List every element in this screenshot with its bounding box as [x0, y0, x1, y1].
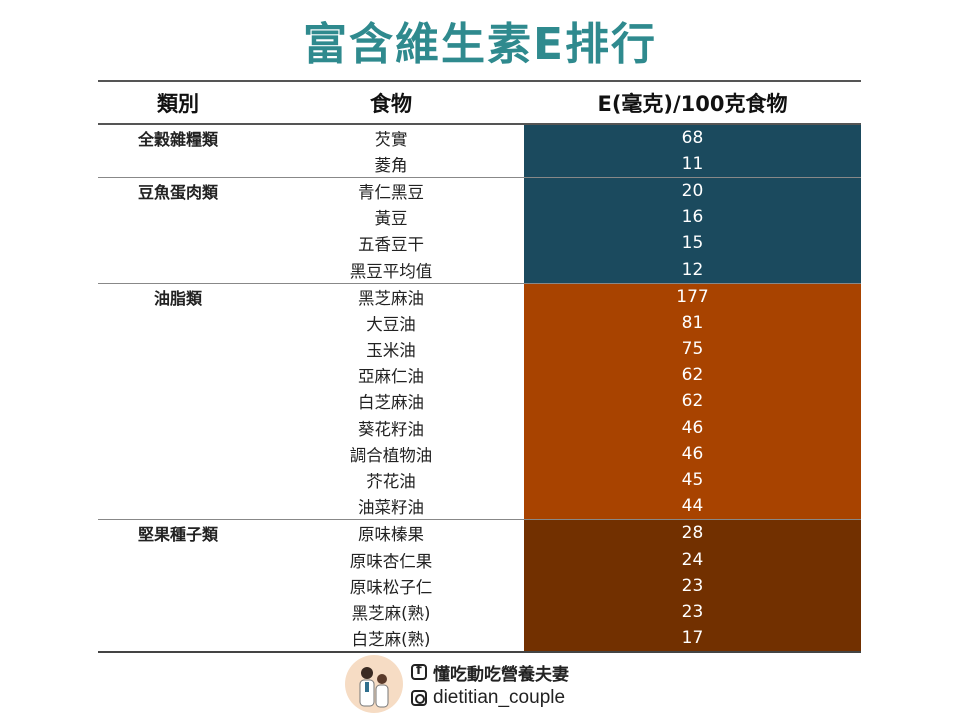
facebook-name: 懂吃動吃營養夫妻 [433, 664, 569, 685]
food-cell: 油菜籽油 [358, 498, 424, 518]
value-cell: 23 [524, 572, 861, 599]
food-cell: 黑豆平均值 [349, 261, 433, 281]
value-cell: 11 [524, 150, 861, 177]
value-cell: 62 [524, 388, 861, 415]
food-cell: 調合植物油 [349, 445, 433, 465]
header-food: 食物 [370, 91, 412, 116]
food-cell: 芡實 [374, 129, 408, 149]
table-row: 白芝麻油 62 [98, 388, 861, 415]
table-row: 全穀雜糧類 芡實 68 [98, 124, 861, 151]
vitamin-e-table: 類別 食物 E(毫克)/100克食物 全穀雜糧類 芡實 68 菱角 11 豆魚蛋肉類 青仁黑… [98, 80, 861, 654]
value-cell: 46 [524, 440, 861, 467]
header-category: 類別 [157, 91, 199, 116]
table-row: 黃豆 16 [98, 204, 861, 231]
header-value: E(毫克)/100克食物 [597, 91, 788, 116]
instagram-row: dietitian_couple [411, 687, 569, 709]
dietitian-couple-avatar [345, 655, 403, 713]
food-cell: 黑芝麻(熟) [351, 603, 431, 623]
instagram-icon [411, 689, 427, 706]
table-row: 白芝麻(熟) 17 [98, 625, 861, 652]
table-row: 大豆油 81 [98, 309, 861, 336]
table-row: 豆魚蛋肉類 青仁黑豆 20 [98, 177, 861, 205]
table-body: 全穀雜糧類 芡實 68 菱角 11 豆魚蛋肉類 青仁黑豆 20 黃豆 16 五香豆干 15 黑豆平均值 1… [98, 124, 861, 652]
value-cell: 15 [524, 230, 861, 257]
value-cell: 20 [524, 177, 861, 205]
food-cell: 原味榛果 [358, 525, 424, 545]
category-group: 全穀雜糧類 芡實 68 菱角 11 [98, 124, 861, 177]
food-cell: 白芝麻(熟) [351, 630, 431, 650]
food-cell: 菱角 [374, 155, 408, 175]
table-row: 亞麻仁油 62 [98, 362, 861, 389]
table-row: 玉米油 75 [98, 336, 861, 363]
value-cell: 23 [524, 598, 861, 626]
instagram-handle: dietitian_couple [433, 686, 566, 708]
food-cell: 青仁黑豆 [358, 182, 424, 202]
food-cell: 芥花油 [366, 472, 416, 492]
value-cell: 12 [524, 256, 861, 283]
category-group: 堅果種子類 原味榛果 28 原味杏仁果 24 原味松子仁 23 黑芝麻(熟) 23 白芝麻(熟) 1… [98, 519, 861, 652]
table-row: 葵花籽油 46 [98, 414, 861, 441]
value-cell: 75 [524, 336, 861, 363]
food-cell: 黃豆 [374, 209, 408, 229]
food-cell: 五香豆干 [358, 235, 424, 255]
value-cell: 28 [524, 520, 861, 547]
category-group: 豆魚蛋肉類 青仁黑豆 20 黃豆 16 五香豆干 15 黑豆平均值 12 [98, 176, 861, 283]
value-cell: 24 [524, 546, 861, 573]
table-row: 五香豆干 15 [98, 230, 861, 257]
value-cell: 62 [524, 362, 861, 389]
food-cell: 葵花籽油 [358, 419, 424, 439]
table-bottom-rule [98, 651, 861, 654]
table-header: 類別 食物 E(毫克)/100克食物 [98, 82, 861, 123]
value-cell: 17 [524, 625, 861, 652]
food-cell: 亞麻仁油 [358, 367, 424, 387]
category-cell: 堅果種子類 [137, 525, 218, 545]
category-cell: 全穀雜糧類 [137, 129, 218, 149]
value-cell: 68 [524, 124, 861, 151]
food-cell: 原味杏仁果 [349, 551, 433, 571]
table-row: 黑芝麻(熟) 23 [98, 598, 861, 626]
value-cell: 44 [524, 493, 861, 520]
facebook-icon [411, 663, 427, 680]
category-cell: 油脂類 [153, 288, 202, 308]
table-row: 原味松子仁 23 [98, 572, 861, 599]
value-cell: 45 [524, 466, 861, 494]
table-row: 原味杏仁果 24 [98, 546, 861, 573]
table-top-rule [98, 80, 861, 82]
table-row: 油脂類 黑芝麻油 177 [98, 283, 861, 310]
value-cell: 177 [524, 283, 861, 310]
table-row: 調合植物油 46 [98, 440, 861, 467]
food-cell: 原味松子仁 [349, 577, 433, 597]
value-cell: 46 [524, 414, 861, 441]
page-title: 富含維生素E排行 [302, 19, 658, 70]
food-cell: 黑芝麻油 [358, 288, 424, 308]
table-row: 堅果種子類 原味榛果 28 [98, 520, 861, 547]
header-rule [98, 123, 861, 125]
category-cell: 豆魚蛋肉類 [137, 182, 218, 202]
table-row: 黑豆平均值 12 [98, 256, 861, 283]
food-cell: 玉米油 [366, 341, 416, 361]
table-row: 油菜籽油 44 [98, 493, 861, 520]
value-cell: 16 [524, 204, 861, 231]
category-group: 油脂類 黑芝麻油 177 大豆油 81 玉米油 75 亞麻仁油 62 白芝麻油 62 葵花籽油 46 調合… [98, 282, 861, 520]
value-cell: 81 [524, 309, 861, 336]
table-row: 菱角 11 [98, 150, 861, 177]
facebook-row: 懂吃動吃營養夫妻 [411, 660, 569, 685]
food-cell: 白芝麻油 [358, 393, 424, 413]
food-cell: 大豆油 [366, 314, 416, 334]
footer-branding: 懂吃動吃營養夫妻 dietitian_couple [345, 655, 569, 713]
table-row: 芥花油 45 [98, 466, 861, 494]
